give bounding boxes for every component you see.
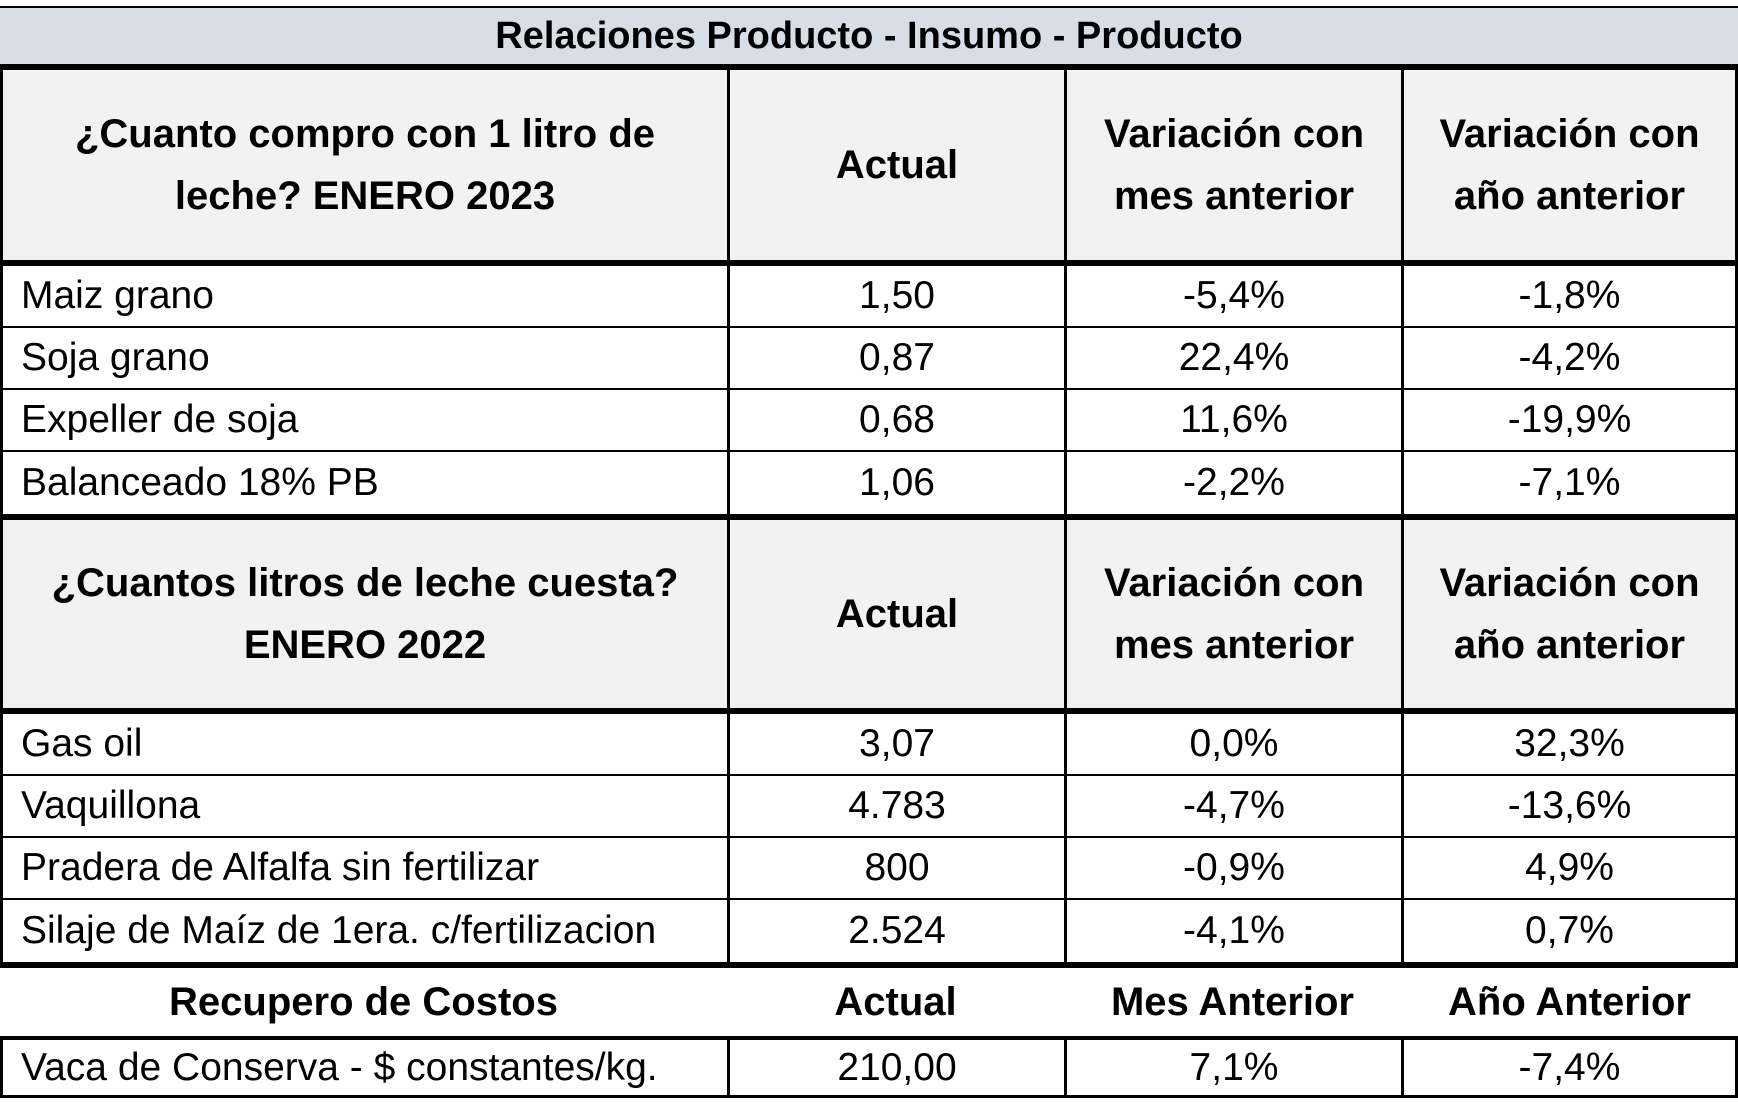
section2-header-var-anio: Variación con año anterior [1401, 520, 1738, 708]
row-var-anio: 0,7% [1401, 900, 1738, 962]
divider [0, 514, 1738, 520]
row-mes: 7,1% [1064, 1040, 1401, 1095]
row-actual: 0,68 [727, 390, 1064, 450]
row-label: Expeller de soja [0, 390, 727, 450]
table-row: Gas oil 3,07 0,0% 32,3% [0, 714, 1738, 776]
table-row: Vaca de Conserva - $ constantes/kg. 210,… [0, 1040, 1738, 1098]
row-actual: 800 [727, 838, 1064, 898]
row-var-mes: -0,9% [1064, 838, 1401, 898]
table-row: Balanceado 18% PB 1,06 -2,2% -7,1% [0, 452, 1738, 514]
table-row: Soja grano 0,87 22,4% -4,2% [0, 328, 1738, 390]
row-anio: -7,4% [1401, 1040, 1738, 1095]
section1-header-row: ¿Cuanto compro con 1 litro de leche? ENER… [0, 70, 1738, 260]
section3-header-row: Recupero de Costos Actual Mes Anterior A… [0, 968, 1738, 1036]
row-var-mes: 11,6% [1064, 390, 1401, 450]
row-label: Gas oil [0, 714, 727, 774]
section2-header-var-mes: Variación con mes anterior [1064, 520, 1401, 708]
row-label: Silaje de Maíz de 1era. c/fertilizacion [0, 900, 727, 962]
section2-header-actual: Actual [727, 520, 1064, 708]
table-row: Maiz grano 1,50 -5,4% -1,8% [0, 266, 1738, 328]
divider [0, 64, 1738, 70]
section1-header-var-anio: Variación con año anterior [1401, 70, 1738, 260]
row-actual: 210,00 [727, 1040, 1064, 1095]
row-var-mes: -5,4% [1064, 266, 1401, 326]
section1-header-var-mes: Variación con mes anterior [1064, 70, 1401, 260]
row-actual: 1,50 [727, 266, 1064, 326]
table-row: Pradera de Alfalfa sin fertilizar 800 -0… [0, 838, 1738, 900]
row-var-anio: -13,6% [1401, 776, 1738, 836]
section3-header-mes: Mes Anterior [1110, 979, 1354, 1024]
divider [0, 1036, 1738, 1040]
row-var-anio: -7,1% [1401, 452, 1738, 514]
row-var-anio: -1,8% [1401, 266, 1738, 326]
table-row: Expeller de soja 0,68 11,6% -19,9% [0, 390, 1738, 452]
row-var-mes: -2,2% [1064, 452, 1401, 514]
row-actual: 2.524 [727, 900, 1064, 962]
row-actual: 4.783 [727, 776, 1064, 836]
row-var-anio: 4,9% [1401, 838, 1738, 898]
row-label: Balanceado 18% PB [0, 452, 727, 514]
table-row: Vaquillona 4.783 -4,7% -13,6% [0, 776, 1738, 838]
row-var-mes: -4,7% [1064, 776, 1401, 836]
divider [0, 962, 1738, 968]
row-var-anio: 32,3% [1401, 714, 1738, 774]
table-row: Silaje de Maíz de 1era. c/fertilizacion … [0, 900, 1738, 962]
row-var-mes: -4,1% [1064, 900, 1401, 962]
row-label: Soja grano [0, 328, 727, 388]
section2-header-row: ¿Cuantos litros de leche cuesta? ENERO 20… [0, 520, 1738, 708]
row-var-mes: 0,0% [1064, 714, 1401, 774]
section1-header-question: ¿Cuanto compro con 1 litro de leche? ENER… [0, 70, 727, 260]
row-actual: 0,87 [727, 328, 1064, 388]
row-label: Maiz grano [0, 266, 727, 326]
row-var-anio: -19,9% [1401, 390, 1738, 450]
row-var-mes: 22,4% [1064, 328, 1401, 388]
row-label: Vaca de Conserva - $ constantes/kg. [0, 1040, 727, 1095]
table-title: Relaciones Producto - Insumo - Producto [0, 6, 1738, 64]
divider [0, 708, 1738, 714]
section3-header-label: Recupero de Costos [169, 979, 558, 1024]
section1-header-actual: Actual [727, 70, 1064, 260]
section3-header-anio: Año Anterior [1448, 979, 1691, 1024]
row-label: Vaquillona [0, 776, 727, 836]
row-var-anio: -4,2% [1401, 328, 1738, 388]
row-actual: 1,06 [727, 452, 1064, 514]
divider [0, 260, 1738, 266]
section3-header-actual: Actual [834, 979, 957, 1024]
section2-header-question: ¿Cuantos litros de leche cuesta? ENERO 20… [0, 520, 727, 708]
row-actual: 3,07 [727, 714, 1064, 774]
row-label: Pradera de Alfalfa sin fertilizar [0, 838, 727, 898]
